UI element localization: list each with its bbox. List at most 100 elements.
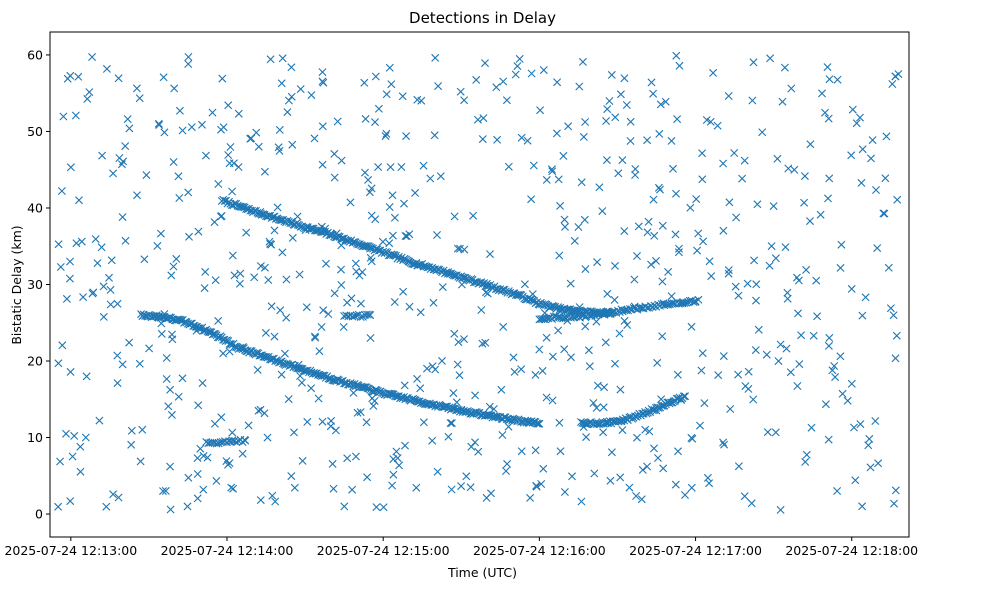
detection-marker-track-center	[366, 311, 375, 320]
x-tick-label: 2025-07-24 12:18:00	[785, 543, 918, 558]
detection-marker	[113, 299, 122, 308]
detection-marker	[246, 134, 255, 143]
detection-marker	[121, 236, 130, 245]
detection-marker	[83, 94, 92, 103]
detection-marker	[368, 394, 377, 403]
detection-marker	[515, 54, 524, 63]
detection-marker	[91, 235, 100, 244]
detection-marker	[555, 418, 564, 427]
detection-marker	[698, 349, 707, 358]
detection-marker	[603, 105, 612, 114]
detection-marker	[290, 428, 298, 437]
detection-marker	[125, 338, 134, 347]
scatter-markers	[54, 51, 903, 514]
detection-marker	[622, 101, 631, 109]
detection-marker	[449, 389, 458, 398]
detection-marker	[446, 419, 455, 428]
detection-marker-track-upper	[445, 269, 454, 278]
detection-marker	[166, 462, 175, 471]
detection-marker	[284, 96, 293, 105]
detection-marker	[330, 289, 339, 298]
detection-marker	[851, 476, 860, 485]
detection-marker	[563, 316, 572, 325]
detection-marker	[850, 423, 858, 432]
detection-marker	[520, 280, 529, 289]
detection-marker	[531, 446, 540, 455]
detection-marker	[319, 306, 328, 315]
detection-marker	[102, 502, 111, 511]
detection-marker	[219, 123, 228, 132]
detection-marker	[332, 229, 341, 238]
detection-marker	[607, 70, 616, 79]
detection-marker-track-lower	[534, 419, 543, 428]
detection-marker	[524, 418, 533, 427]
detection-marker	[355, 271, 364, 280]
detection-marker	[118, 360, 127, 369]
detection-marker	[783, 294, 792, 303]
detection-marker	[114, 493, 123, 502]
detection-marker	[337, 281, 346, 289]
detection-marker	[102, 64, 111, 73]
detection-marker-track-lower	[260, 352, 269, 361]
detection-marker	[738, 174, 747, 183]
detection-marker-track-upper	[276, 216, 285, 225]
y-tick-label: 30	[27, 277, 43, 292]
detection-marker	[637, 495, 646, 504]
detection-marker	[794, 309, 802, 318]
detection-marker	[671, 230, 680, 239]
detection-marker-track-upper	[237, 202, 246, 211]
detection-marker	[661, 97, 670, 106]
detection-marker	[499, 322, 508, 331]
detection-marker	[638, 465, 647, 474]
detection-marker	[119, 157, 128, 166]
detection-marker	[59, 112, 68, 121]
detection-marker	[200, 284, 209, 293]
detection-marker	[154, 119, 163, 128]
detection-marker	[688, 434, 697, 443]
detection-marker	[652, 256, 660, 265]
detection-marker	[198, 379, 207, 388]
detection-marker	[825, 174, 834, 183]
detection-marker	[390, 298, 399, 306]
detection-marker	[187, 123, 196, 132]
detection-marker	[581, 118, 590, 126]
detection-marker	[806, 140, 815, 149]
detection-marker	[719, 226, 728, 235]
detection-marker	[773, 154, 782, 163]
detection-marker	[592, 403, 601, 412]
detection-marker	[719, 159, 728, 168]
detection-marker	[419, 161, 428, 170]
detection-marker	[416, 308, 425, 317]
detection-marker	[568, 472, 576, 481]
detection-marker	[891, 354, 900, 363]
detection-marker	[264, 276, 273, 284]
detection-marker	[542, 175, 551, 184]
detection-marker	[178, 126, 187, 135]
detection-marker	[278, 248, 287, 257]
detection-marker	[318, 417, 327, 426]
detection-marker	[626, 137, 635, 145]
detection-marker-track-lower-left	[212, 439, 221, 448]
detection-marker	[438, 283, 447, 292]
detection-marker	[224, 151, 233, 159]
detection-marker	[136, 457, 145, 466]
detection-marker-track-lower	[461, 408, 470, 416]
detection-marker	[824, 114, 833, 123]
detection-marker	[838, 389, 847, 398]
detection-marker	[159, 73, 168, 82]
detection-marker	[673, 115, 682, 124]
detection-marker	[161, 486, 170, 495]
detection-marker	[705, 479, 714, 488]
detection-marker	[821, 108, 829, 117]
detection-marker	[610, 295, 619, 304]
detection-marker	[750, 256, 759, 265]
detection-marker-track-lower	[288, 360, 297, 369]
detection-marker	[164, 402, 173, 411]
detection-marker	[75, 196, 83, 205]
detection-marker	[548, 352, 557, 361]
detection-marker	[228, 187, 237, 196]
detection-marker	[326, 422, 335, 431]
detection-marker	[734, 462, 743, 471]
detection-marker	[649, 89, 658, 98]
detection-marker	[337, 265, 345, 274]
